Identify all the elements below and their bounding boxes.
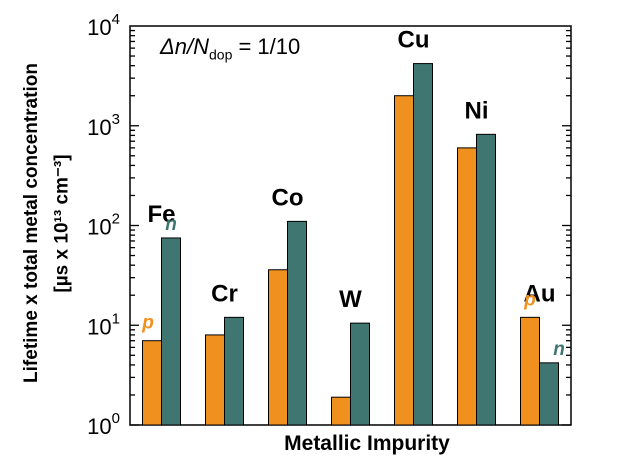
bar-p-fe [142, 340, 162, 426]
annotation-suffix: = 1/10 [232, 34, 301, 59]
injection-ratio-annotation: Δn/Ndop = 1/10 [160, 34, 300, 62]
y-tick-label: 104 [87, 11, 120, 40]
annotation-prefix: Δn/N [160, 34, 209, 59]
y-tick-label: 102 [87, 211, 120, 240]
y-tick-label: 100 [87, 410, 120, 439]
category-label-co: Co [272, 184, 304, 211]
bar-n-au [539, 362, 559, 426]
bar-p-co [268, 269, 288, 426]
x-axis-title: Metallic Impurity [284, 432, 450, 455]
bar-n-co [287, 220, 307, 426]
bar-n-cu [413, 63, 433, 426]
annotation-subscript: dop [209, 46, 233, 63]
category-label-fe: Fe [147, 201, 175, 228]
category-label-w: W [339, 286, 362, 313]
y-tick-label: 103 [87, 111, 120, 140]
category-label-cu: Cu [398, 27, 430, 54]
bar-n-fe [161, 237, 181, 426]
series-tag-p-fe: p [141, 313, 154, 334]
series-tag-n-fe: n [165, 214, 177, 235]
bar-p-au [520, 316, 540, 426]
category-label-ni: Ni [465, 97, 489, 124]
y-tick-label: 101 [87, 310, 120, 339]
bar-n-ni [476, 133, 496, 426]
bar-n-cr [224, 316, 244, 426]
category-label-cr: Cr [211, 280, 238, 307]
category-label-au: Au [524, 280, 556, 307]
series-tag-p-au: p [523, 289, 536, 310]
bar-p-w [331, 396, 351, 426]
bar-p-cu [394, 95, 414, 426]
bar-n-w [350, 322, 370, 426]
bar-p-cr [205, 334, 225, 426]
series-tag-n-au: n [553, 339, 565, 360]
bar-p-ni [457, 147, 477, 426]
